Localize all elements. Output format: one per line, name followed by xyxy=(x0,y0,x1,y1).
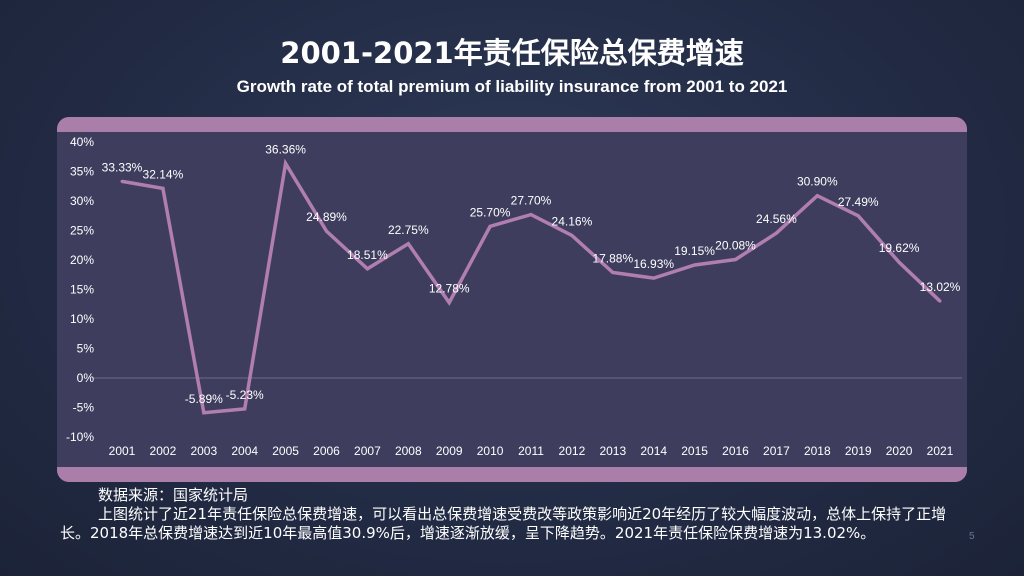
data-source: 数据来源：国家统计局 xyxy=(98,486,249,504)
data-label: 30.90% xyxy=(797,175,838,189)
x-tick-label: 2001 xyxy=(109,444,136,458)
data-point xyxy=(856,214,860,218)
x-tick-label: 2015 xyxy=(681,444,708,458)
data-label: 27.70% xyxy=(511,194,552,208)
description: 数据来源：国家统计局 上图统计了近21年责任保险总保费增速，可以看出总保费增速受… xyxy=(60,486,972,543)
x-tick-label: 2020 xyxy=(886,444,913,458)
x-tick-label: 2002 xyxy=(150,444,177,458)
data-point xyxy=(529,213,533,217)
line-chart: -10% -5% 0% 5% 10% 15% 20% 25% 30% 35% 40% 2001 2002… xyxy=(66,135,962,458)
data-label: 32.14% xyxy=(143,167,184,181)
data-point xyxy=(938,299,942,303)
x-tick-label: 2003 xyxy=(190,444,217,458)
x-tick-label: 2021 xyxy=(927,444,954,458)
panel-top-band xyxy=(57,117,967,132)
data-point xyxy=(815,194,819,198)
data-label: 18.51% xyxy=(347,248,388,262)
data-label: 22.75% xyxy=(388,223,429,237)
y-tick-label: 30% xyxy=(70,194,94,208)
data-label: -5.89% xyxy=(185,392,223,406)
x-tick-label: 2007 xyxy=(354,444,381,458)
x-tick-label: 2009 xyxy=(436,444,463,458)
x-tick-label: 2005 xyxy=(272,444,299,458)
data-label: 13.02% xyxy=(920,280,961,294)
y-tick-label: 40% xyxy=(70,135,94,149)
y-tick-label: 5% xyxy=(77,342,95,356)
data-label: 12.78% xyxy=(429,282,470,296)
data-point xyxy=(284,161,288,165)
x-tick-label: 2012 xyxy=(559,444,586,458)
data-point xyxy=(161,186,165,190)
x-tick-label: 2011 xyxy=(518,444,544,458)
y-tick-label: -10% xyxy=(66,430,94,444)
data-point xyxy=(611,271,615,275)
page-subtitle: Growth rate of total premium of liabilit… xyxy=(236,77,788,96)
data-label: 24.16% xyxy=(552,214,593,228)
data-point xyxy=(447,301,451,305)
chart-panel: -10% -5% 0% 5% 10% 15% 20% 25% 30% 35% 40% 2001 2002… xyxy=(57,117,967,482)
data-point xyxy=(570,233,574,237)
data-label: 19.62% xyxy=(879,241,920,255)
y-tick-label: 35% xyxy=(70,165,94,179)
data-point xyxy=(693,263,697,267)
data-point xyxy=(897,260,901,264)
data-label: 24.89% xyxy=(306,210,347,224)
x-tick-label: 2010 xyxy=(477,444,504,458)
data-label: 20.08% xyxy=(715,239,756,253)
y-tick-label: 20% xyxy=(70,253,94,267)
x-tick-label: 2013 xyxy=(599,444,626,458)
data-label: 33.33% xyxy=(102,160,143,174)
page-title: 2001-2021年责任保险总保费增速 xyxy=(280,36,744,70)
x-tick-label: 2014 xyxy=(640,444,667,458)
data-point xyxy=(774,231,778,235)
data-label: 36.36% xyxy=(265,142,306,156)
x-tick-label: 2017 xyxy=(763,444,790,458)
data-label: 25.70% xyxy=(470,205,511,219)
y-tick-label: -5% xyxy=(73,401,95,415)
data-point xyxy=(734,258,737,262)
data-label: 17.88% xyxy=(592,252,633,266)
y-tick-label: 15% xyxy=(70,283,94,297)
page-number: 5 xyxy=(969,531,975,542)
panel-bottom-band xyxy=(57,467,967,482)
y-tick-label: 0% xyxy=(77,371,95,385)
data-point xyxy=(406,242,410,246)
data-point xyxy=(202,411,206,415)
x-tick-label: 2019 xyxy=(845,444,872,458)
data-label: 24.56% xyxy=(756,212,797,226)
data-point xyxy=(488,224,492,228)
x-tick-label: 2006 xyxy=(313,444,340,458)
data-point xyxy=(243,407,247,411)
x-tick-label: 2016 xyxy=(722,444,749,458)
data-label: 27.49% xyxy=(838,195,879,209)
y-tick-label: 10% xyxy=(70,312,94,326)
x-tick-label: 2004 xyxy=(231,444,258,458)
data-label: -5.23% xyxy=(226,388,264,402)
data-point xyxy=(120,179,124,183)
data-point xyxy=(365,267,369,271)
x-tick-label: 2018 xyxy=(804,444,831,458)
data-point xyxy=(652,276,656,280)
x-tick-label: 2008 xyxy=(395,444,422,458)
y-tick-label: 25% xyxy=(70,224,94,238)
data-label: 19.15% xyxy=(674,244,715,258)
data-label: 16.93% xyxy=(633,257,674,271)
description-body: 上图统计了近21年责任保险总保费增速，可以看出总保费增速受费改等政策影响近20年… xyxy=(60,505,947,542)
data-point xyxy=(325,229,328,233)
